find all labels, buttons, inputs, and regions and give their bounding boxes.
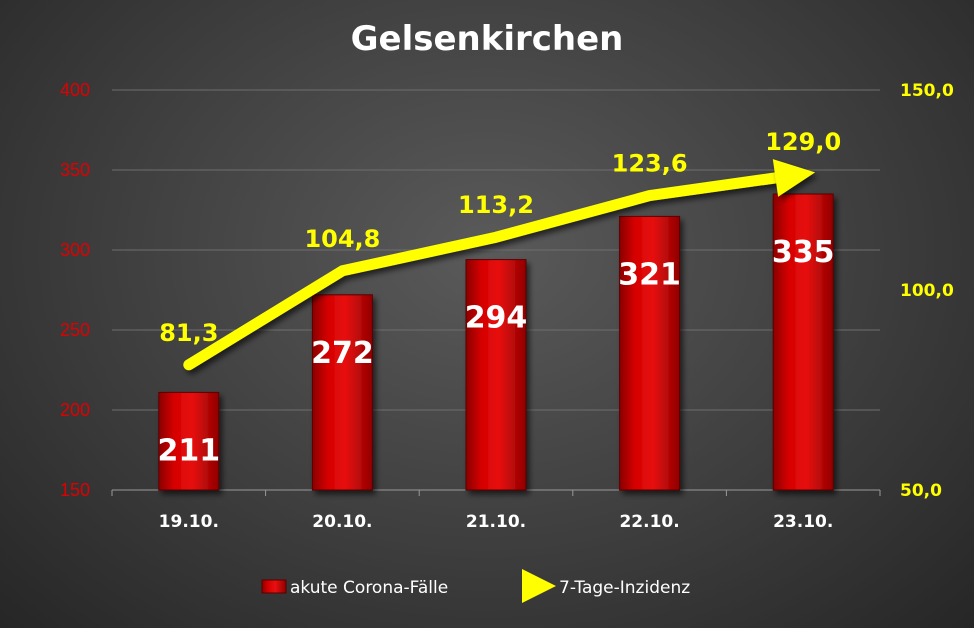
line-series: 81,3 104,8 113,2 123,6 129,0 (159, 128, 841, 371)
bar-value-label: 294 (465, 301, 528, 336)
y-right-tick-label: 100,0 (900, 281, 954, 301)
bar-series: 211 272 294 321 335 (157, 193, 835, 491)
legend: akute Corona-Fälle 7-Tage-Inzidenz (261, 569, 690, 603)
y-left-tick-label: 200 (60, 400, 90, 420)
legend-line-swatch (522, 569, 556, 603)
bar (465, 259, 527, 491)
bar (311, 294, 373, 491)
x-tick-label: 22.10. (619, 512, 679, 532)
bar (619, 215, 681, 491)
x-tick-label: 19.10. (159, 512, 219, 532)
line-value-label: 129,0 (765, 128, 841, 156)
inzidenz-line (183, 172, 783, 371)
inzidenz-arrowhead (772, 159, 816, 197)
bar-value-label: 211 (157, 433, 220, 468)
y-axis-left: 150 200 250 300 350 400 (60, 80, 90, 500)
bar-value-label: 272 (311, 336, 374, 371)
legend-bar-label: akute Corona-Fälle (290, 578, 448, 598)
x-axis: 19.10. 20.10. 21.10. 22.10. 23.10. (159, 512, 834, 532)
line-value-label: 81,3 (159, 319, 218, 347)
x-tick-label: 23.10. (773, 512, 833, 532)
x-tick-label: 20.10. (312, 512, 372, 532)
y-left-tick-label: 150 (60, 480, 90, 500)
y-left-tick-label: 400 (60, 80, 90, 100)
bar-value-label: 335 (772, 235, 835, 270)
bar (158, 391, 220, 491)
line-value-label: 104,8 (304, 225, 380, 253)
legend-bar-swatch (261, 579, 287, 594)
y-left-tick-label: 350 (60, 160, 90, 180)
x-tick-label: 21.10. (466, 512, 526, 532)
line-value-label: 123,6 (612, 150, 688, 178)
y-axis-right: 50,0 100,0 150,0 (900, 81, 954, 501)
y-right-tick-label: 150,0 (900, 81, 954, 101)
y-left-tick-label: 250 (60, 320, 90, 340)
line-value-label: 113,2 (458, 191, 534, 219)
bar-value-label: 321 (618, 257, 681, 292)
chart-title: Gelsenkirchen (351, 19, 624, 59)
y-left-tick-label: 300 (60, 240, 90, 260)
bar (772, 193, 834, 491)
y-right-tick-label: 50,0 (900, 481, 942, 501)
legend-line-label: 7-Tage-Inzidenz (559, 578, 690, 598)
